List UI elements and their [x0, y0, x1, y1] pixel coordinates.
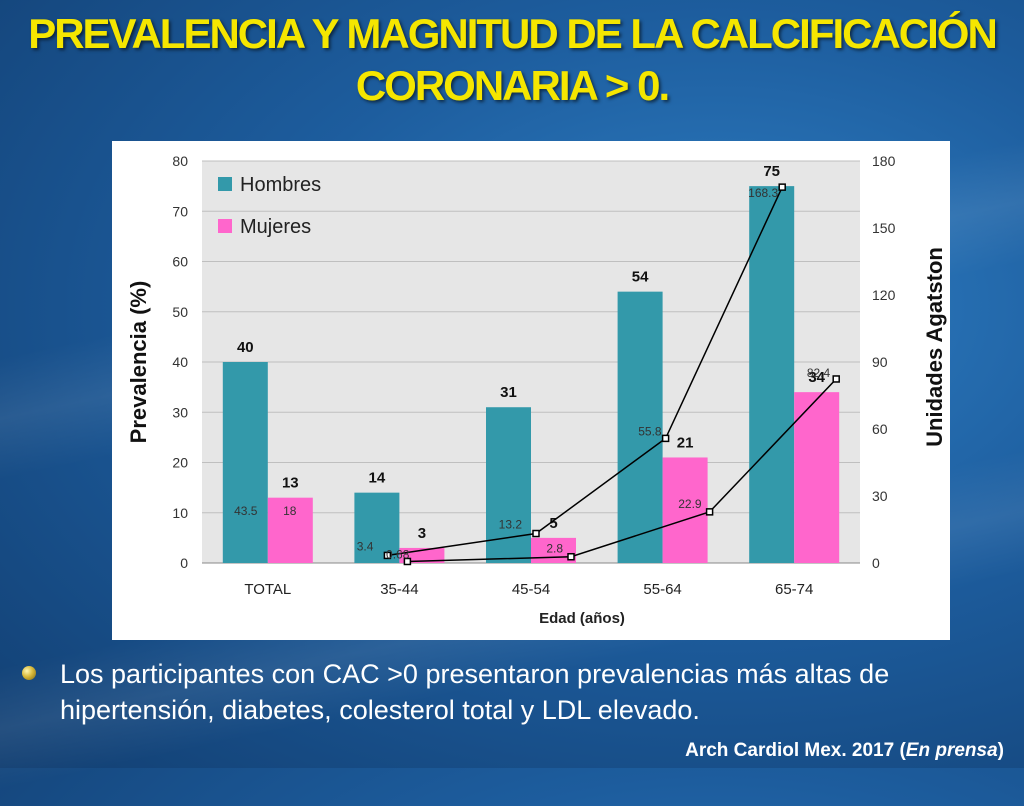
legend-label: Hombres — [240, 174, 321, 196]
y-tick-label: 80 — [172, 153, 188, 169]
y2-axis-title: Unidades Agatston — [922, 247, 947, 447]
line-value-label: 168.3 — [748, 186, 778, 200]
y-tick-label: 40 — [172, 354, 188, 370]
y2-tick-label: 120 — [872, 287, 896, 303]
bar — [662, 457, 708, 563]
bullet-text: Los participantes con CAC >0 presentaron… — [60, 659, 890, 725]
line-point — [567, 552, 575, 561]
x-tick-label: 35-44 — [380, 581, 418, 598]
line-point — [661, 434, 670, 443]
bar — [354, 492, 400, 563]
y-axis-title: Prevalencia (%) — [126, 281, 151, 444]
y-tick-label: 30 — [172, 404, 188, 420]
x-axis-title: Edad (años) — [539, 610, 625, 627]
bar — [749, 186, 795, 563]
bar-value-label: 5 — [549, 515, 557, 532]
line-series — [387, 186, 783, 557]
bar-value-label: 54 — [632, 269, 649, 286]
title-line-1: PREVALENCIA Y MAGNITUD DE LA CALCIFICACI… — [28, 10, 998, 57]
line-value-label: 22.9 — [678, 497, 702, 511]
line-value-label: 43.5 — [234, 504, 258, 518]
y2-tick-label: 150 — [872, 220, 896, 236]
bar-value-label: 75 — [763, 163, 780, 180]
prevalence-chart: 0 10 20 30 40 50 60 70 80 0 30 60 90 120 150 180 40 14 31 5… — [126, 153, 947, 627]
legend-swatch — [218, 177, 232, 191]
bar-value-label: 3 — [418, 525, 426, 542]
line-value-label: 3.4 — [357, 539, 374, 553]
bar — [222, 362, 268, 563]
source-italic: En prensa — [905, 740, 998, 761]
y-tick-label: 0 — [180, 555, 188, 571]
line-value-label: 55.8 — [638, 424, 662, 438]
y-tick-label: 10 — [172, 505, 188, 521]
legend-label: Mujeres — [240, 216, 311, 238]
x-tick-label: TOTAL — [244, 581, 291, 598]
line-point — [832, 375, 840, 383]
x-tick-label: 45-54 — [512, 581, 550, 598]
line-value-label: 13.2 — [499, 518, 523, 532]
slide-title: PREVALENCIA Y MAGNITUD DE LA CALCIFICACI… — [0, 8, 1024, 112]
bar — [267, 497, 313, 563]
line-point — [532, 529, 540, 538]
bar-value-label: 40 — [237, 339, 254, 356]
line-point — [778, 183, 786, 191]
bar-value-label: 14 — [369, 470, 386, 487]
line-point — [383, 551, 392, 560]
legend-swatch — [218, 219, 232, 233]
y-tick-label: 70 — [172, 203, 188, 219]
source-main: Arch Cardiol Mex. 2017 ( — [685, 740, 906, 761]
line-value-label: 82.4 — [807, 366, 831, 380]
y2-tick-label: 90 — [872, 354, 888, 370]
x-tick-label: 55-64 — [643, 581, 681, 598]
y-tick-label: 20 — [172, 455, 188, 471]
line-value-label: 2.8 — [546, 542, 563, 556]
bar — [794, 392, 840, 563]
y2-tick-label: 30 — [872, 488, 888, 504]
source-close: ) — [997, 740, 1004, 761]
y-tick-label: 60 — [172, 254, 188, 270]
bullet-icon — [22, 666, 36, 680]
bar-value-label: 34 — [808, 369, 825, 386]
bar-value-label: 21 — [677, 434, 694, 451]
bar — [617, 291, 663, 563]
line-series — [407, 378, 837, 563]
y2-tick-label: 180 — [872, 153, 896, 169]
source-citation: Arch Cardiol Mex. 2017 (En prensa) — [685, 740, 1004, 762]
y-tick-label: 50 — [172, 304, 188, 320]
line-point — [403, 557, 412, 566]
y2-tick-label: 0 — [872, 555, 880, 571]
bar-value-label: 31 — [500, 384, 517, 401]
bar-value-label: 13 — [282, 475, 299, 492]
line-value-label: 18 — [283, 504, 297, 518]
line-value-label: 0.68 — [386, 547, 410, 561]
chart-panel: 0 10 20 30 40 50 60 70 80 0 30 60 90 120 150 180 40 14 31 5… — [112, 141, 950, 640]
x-tick-label: 65-74 — [775, 581, 813, 598]
title-line-2: CORONARIA > 0. — [355, 62, 670, 109]
y2-tick-label: 60 — [872, 421, 888, 437]
line-point — [705, 508, 714, 516]
